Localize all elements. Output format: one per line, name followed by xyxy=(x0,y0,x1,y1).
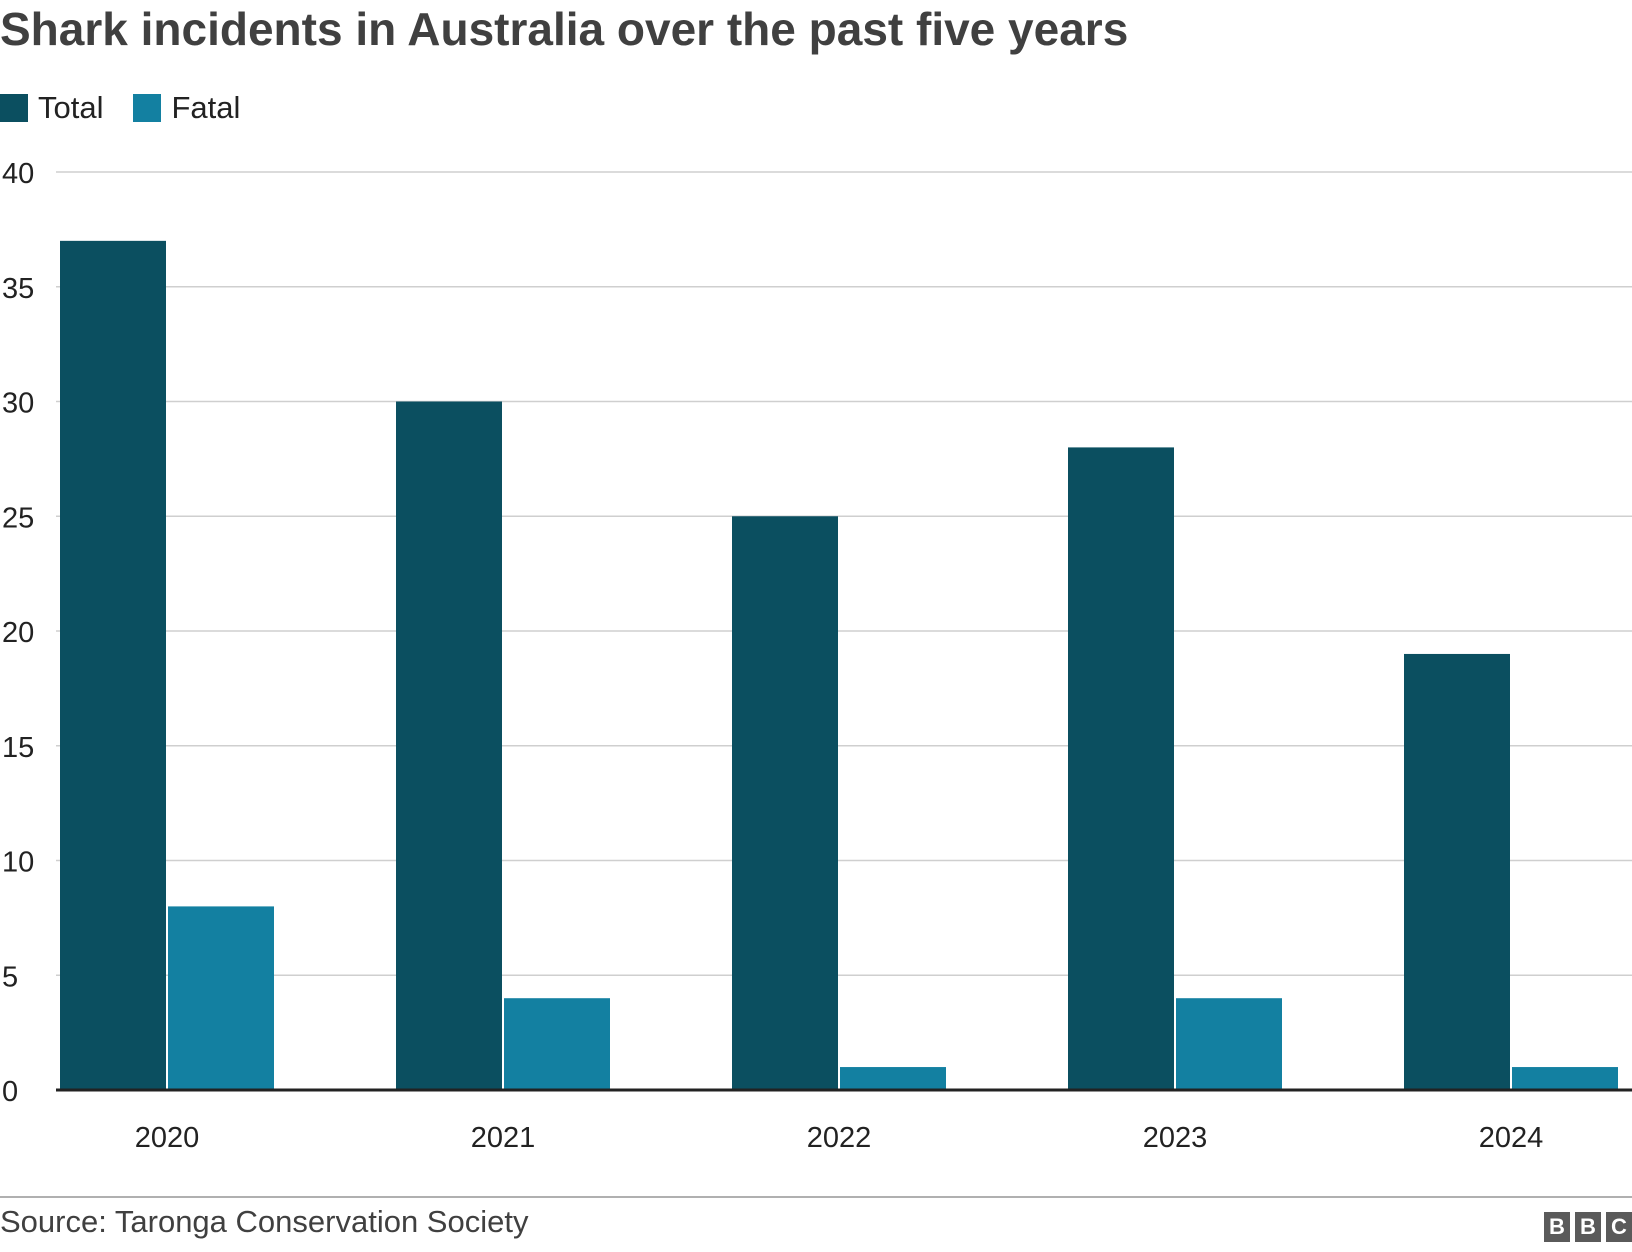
legend-label-total: Total xyxy=(38,90,104,125)
footer-divider xyxy=(0,1196,1632,1198)
bar-total-2020 xyxy=(60,240,166,1091)
legend-swatch-total xyxy=(0,94,28,122)
bar-chart: 0 5 10 15 20 25 30 35 40 2020 2021 2022 2023 2024 xyxy=(2,158,1632,1154)
legend-item-total: Total xyxy=(0,90,103,126)
y-tick-label-10: 10 xyxy=(2,847,34,879)
chart-legend: Total Fatal xyxy=(0,88,270,128)
x-tick-label-2024: 2024 xyxy=(1479,1122,1544,1154)
bar-fatal-2024 xyxy=(1512,1067,1618,1090)
bar-total-2021 xyxy=(396,401,502,1090)
y-tick-label-15: 15 xyxy=(2,732,34,764)
source-note: Source: Taronga Conservation Society xyxy=(0,1204,529,1239)
legend-swatch-fatal xyxy=(133,94,162,122)
bbc-logo-block-1: B xyxy=(1544,1212,1570,1242)
y-tick-label-35: 35 xyxy=(2,273,34,305)
y-tick-label-0: 0 xyxy=(2,1076,18,1108)
y-tick-label-25: 25 xyxy=(2,502,34,534)
bar-fatal-2022 xyxy=(840,1067,946,1090)
x-tick-label-2022: 2022 xyxy=(807,1122,872,1154)
bar-total-2022 xyxy=(732,516,838,1090)
chart-title: Shark incidents in Australia over the pa… xyxy=(0,3,1129,55)
x-tick-label-2023: 2023 xyxy=(1143,1122,1208,1154)
y-tick-label-30: 30 xyxy=(2,388,34,420)
y-tick-label-5: 5 xyxy=(2,961,18,993)
bar-fatal-2020 xyxy=(168,906,274,1090)
x-tick-label-2020: 2020 xyxy=(135,1122,200,1154)
legend-label-fatal: Fatal xyxy=(171,90,241,125)
bbc-logo-block-2: B xyxy=(1575,1212,1601,1242)
bar-fatal-2021 xyxy=(504,998,610,1090)
legend-item-fatal: Fatal xyxy=(133,90,240,126)
y-tick-label-20: 20 xyxy=(2,617,34,649)
bar-total-2024 xyxy=(1404,653,1510,1090)
x-tick-label-2021: 2021 xyxy=(471,1122,536,1154)
bar-fatal-2023 xyxy=(1176,998,1282,1090)
bbc-logo-block-3: C xyxy=(1606,1212,1632,1242)
bbc-logo: B B C xyxy=(1539,1212,1632,1242)
y-tick-label-40: 40 xyxy=(2,158,34,190)
bar-total-2023 xyxy=(1068,447,1174,1090)
